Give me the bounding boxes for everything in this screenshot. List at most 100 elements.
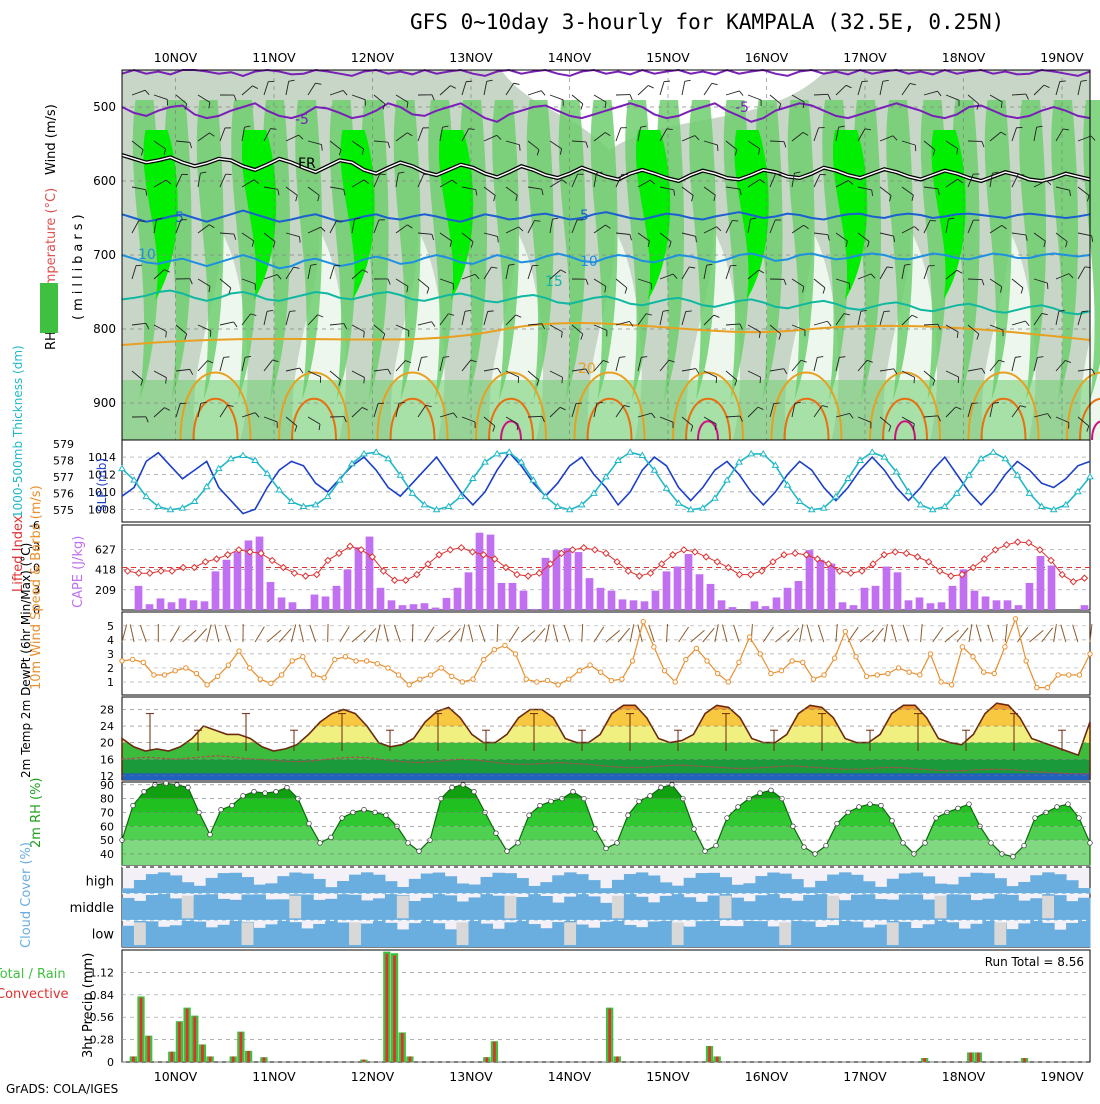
cloud-bar xyxy=(612,880,624,894)
cape-bar xyxy=(333,586,341,610)
wind-speed-point xyxy=(662,669,666,673)
run-total: Run Total = 8.56 xyxy=(985,955,1084,969)
date-tick-bottom: 10NOV xyxy=(154,1069,198,1084)
wind-speed-point xyxy=(715,671,719,675)
rh-point xyxy=(703,849,708,854)
rh-point xyxy=(340,816,345,821)
cape-bar xyxy=(322,596,330,610)
cloud-bar xyxy=(863,927,875,947)
cape-bar xyxy=(982,596,990,610)
rh-point xyxy=(142,789,147,794)
cloud-bar xyxy=(564,872,576,893)
cloud-gap xyxy=(612,896,624,919)
cloud-bar xyxy=(959,877,971,894)
cloud-bar xyxy=(230,900,242,920)
panel-frame xyxy=(122,440,1090,522)
y-tick-rh: 90 xyxy=(100,779,114,792)
rh-point xyxy=(923,841,928,846)
cape-bar xyxy=(762,606,770,610)
cloud-bar xyxy=(325,920,337,947)
cloud-bar xyxy=(277,920,289,947)
wind-barb-flag xyxy=(300,237,301,243)
cloud-bar xyxy=(935,920,947,947)
cape-bar xyxy=(157,598,165,610)
cloud-bar xyxy=(301,928,313,947)
wind-speed-point xyxy=(971,655,975,659)
wind-speed-point xyxy=(769,671,773,675)
cloud-bar xyxy=(325,899,337,921)
cloud-bar xyxy=(361,900,373,920)
cape-bar xyxy=(905,600,913,610)
date-tick-bottom: 12NOV xyxy=(351,1069,395,1084)
y-tick-pressure: 900 xyxy=(93,396,116,410)
cape-bar xyxy=(696,574,704,610)
rh-point xyxy=(637,799,642,804)
wind-speed-point xyxy=(375,662,379,666)
cloud-bar xyxy=(755,876,767,894)
rh-point xyxy=(615,841,620,846)
cloud-bar xyxy=(660,896,672,920)
rh-point xyxy=(879,803,884,808)
wind-speed-point xyxy=(247,666,251,670)
cloud-bar xyxy=(887,900,899,921)
cape-bar xyxy=(520,591,528,610)
cloud-bar xyxy=(289,922,301,947)
wind-speed-point xyxy=(386,666,390,670)
wind-speed-point xyxy=(907,670,911,674)
cape-bar xyxy=(487,535,495,610)
cloud-bar xyxy=(863,894,875,920)
precip-convective-bar xyxy=(386,954,389,1062)
rh-point xyxy=(417,849,422,854)
rh-legend-swatch xyxy=(40,283,58,333)
cloud-bar xyxy=(827,925,839,947)
wind-speed-point xyxy=(481,657,485,661)
wind-speed-point xyxy=(833,656,837,660)
wind-speed-point xyxy=(311,673,315,677)
cloud-bar xyxy=(982,899,994,921)
cape-bar xyxy=(586,578,594,610)
wind-speed-point xyxy=(758,652,762,656)
cloud-gap xyxy=(242,922,254,945)
cloud-bar xyxy=(528,924,540,947)
wind-speed-point xyxy=(779,669,783,673)
wind-barb-flag xyxy=(972,403,978,404)
cape-bar xyxy=(256,537,264,610)
cloud-bar xyxy=(684,927,696,947)
cloud-bar xyxy=(779,898,791,920)
cloud-bar xyxy=(672,894,684,921)
precip-convective-bar xyxy=(969,1053,972,1062)
cloud-bar xyxy=(743,901,755,920)
contour-label: -5 xyxy=(295,112,309,128)
cloud-bar xyxy=(194,886,206,894)
cape-bar xyxy=(179,598,187,610)
cloud-bar xyxy=(911,928,923,947)
cloud-bar xyxy=(158,894,170,920)
cloud-bar xyxy=(182,921,194,947)
cloud-bar xyxy=(218,873,230,894)
cloud-gap xyxy=(720,896,732,919)
cloud-bar xyxy=(158,872,170,893)
cloud-bar xyxy=(325,887,337,894)
wind-speed-point xyxy=(418,677,422,681)
cloud-bar xyxy=(552,903,564,921)
date-tick-top: 13NOV xyxy=(449,50,493,65)
cloud-bar xyxy=(206,878,218,894)
cloud-bar xyxy=(875,899,887,920)
rh-point xyxy=(527,813,532,818)
cloud-bar xyxy=(492,873,504,894)
y-tick-rh: 60 xyxy=(100,820,114,833)
temp-ylabel: 2m Temp 2m DewPt (6hr Min/Max) (°C) xyxy=(19,543,33,778)
cape-bar xyxy=(751,601,759,610)
cloud-bar xyxy=(433,923,445,947)
precip-convective-bar xyxy=(232,1057,235,1062)
cloud-bar xyxy=(385,894,397,920)
cloud-bar xyxy=(576,894,588,921)
cloud-gap xyxy=(349,922,361,945)
rh-point xyxy=(714,843,719,848)
rh-point xyxy=(802,845,807,850)
cloud-bar xyxy=(552,922,564,947)
precip-convective-bar xyxy=(608,1009,611,1062)
ylabel-rh-2m: 2m RH (%) xyxy=(29,777,44,848)
cloud-bar xyxy=(947,884,959,893)
cape-bar xyxy=(234,552,242,610)
